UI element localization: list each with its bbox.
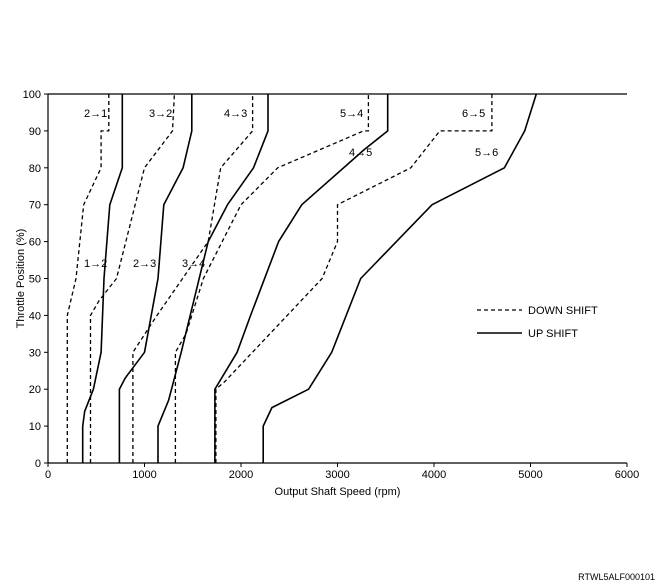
x-ticks: 0 1000 2000 3000 4000 5000 6000 bbox=[45, 463, 639, 481]
y-tick-label: 0 bbox=[35, 458, 41, 470]
label-5-4: 5→4 bbox=[340, 108, 363, 120]
series-line-down-shift bbox=[132, 94, 254, 463]
x-tick-label: 0 bbox=[45, 469, 51, 481]
y-tick-label: 30 bbox=[29, 347, 41, 359]
label-3-2: 3→2 bbox=[149, 108, 172, 120]
series-line-up-shift bbox=[81, 94, 124, 463]
label-3-4: 3→4 bbox=[182, 258, 205, 270]
x-tick-label: 6000 bbox=[615, 469, 639, 481]
y-tick-label: 60 bbox=[29, 237, 41, 249]
curve-labels: 2→1 3→2 4→3 5→4 6→5 1→2 2→3 3→4 4→5 5→6 bbox=[84, 108, 498, 270]
y-tick-label: 70 bbox=[29, 200, 41, 212]
series-line-down-shift bbox=[174, 94, 370, 463]
plot-frame bbox=[47, 93, 627, 464]
series-line-down-shift bbox=[66, 94, 110, 463]
x-tick-label: 1000 bbox=[132, 469, 156, 481]
y-ticks: 0 10 20 30 40 50 60 70 80 90 100 bbox=[23, 89, 48, 470]
series-line-up-shift bbox=[262, 93, 538, 463]
y-tick-label: 50 bbox=[29, 274, 41, 286]
label-1-2: 1→2 bbox=[84, 258, 107, 270]
x-axis-title: Output Shaft Speed (rpm) bbox=[275, 486, 401, 498]
x-tick-label: 2000 bbox=[229, 469, 253, 481]
x-tick-label: 3000 bbox=[325, 469, 349, 481]
x-tick-label: 5000 bbox=[518, 469, 542, 481]
series-line-up-shift bbox=[214, 94, 389, 463]
y-tick-label: 20 bbox=[29, 384, 41, 396]
y-tick-label: 40 bbox=[29, 310, 41, 322]
x-tick-label: 4000 bbox=[422, 469, 446, 481]
label-2-3: 2→3 bbox=[133, 258, 156, 270]
label-2-1: 2→1 bbox=[84, 108, 107, 120]
figure-code: RTWL5ALF000101 bbox=[578, 572, 655, 582]
y-tick-label: 10 bbox=[29, 421, 41, 433]
legend-label-up-shift: UP SHIFT bbox=[528, 328, 578, 340]
label-5-6: 5→6 bbox=[475, 147, 498, 159]
legend-label-down-shift: DOWN SHIFT bbox=[528, 305, 598, 317]
label-6-5: 6→5 bbox=[462, 108, 485, 120]
label-4-3: 4→3 bbox=[224, 108, 247, 120]
series-line-down-shift bbox=[89, 93, 176, 463]
y-axis-title: Throttle Position (%) bbox=[15, 229, 27, 329]
label-4-5: 4→5 bbox=[349, 147, 372, 159]
y-tick-label: 100 bbox=[23, 89, 41, 101]
y-tick-label: 80 bbox=[29, 163, 41, 175]
series-line-up-shift bbox=[118, 94, 193, 463]
series-line-up-shift bbox=[157, 94, 269, 463]
series-line-down-shift bbox=[215, 94, 493, 463]
series-lines bbox=[66, 93, 538, 463]
legend: DOWN SHIFT UP SHIFT bbox=[477, 305, 598, 340]
y-tick-label: 90 bbox=[29, 126, 41, 138]
